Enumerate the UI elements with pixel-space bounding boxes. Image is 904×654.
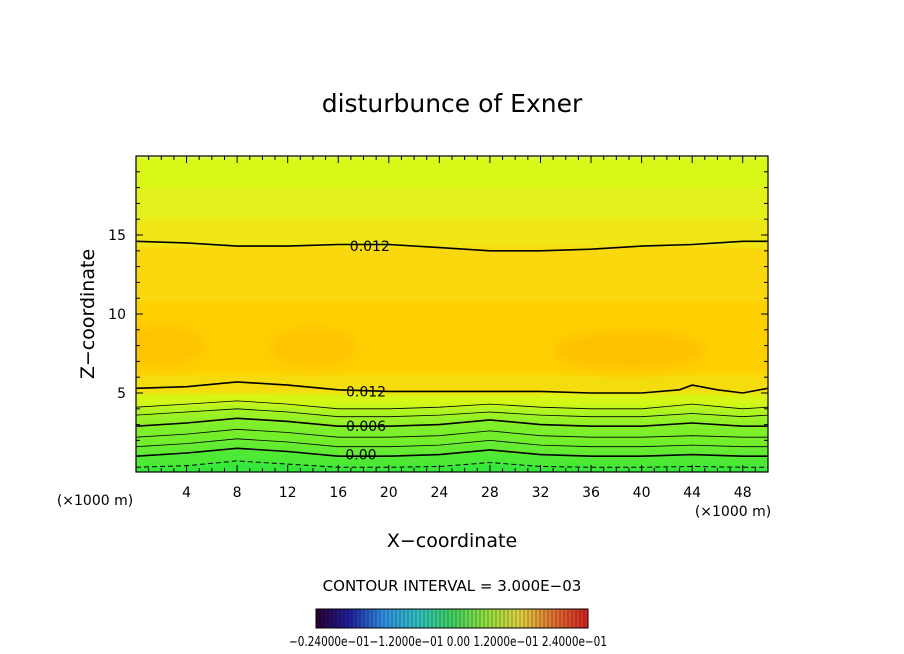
- contour-label-text: 0.012: [350, 239, 390, 255]
- contour-labels: 0.012 0.012 0.006 0.00: [345, 239, 389, 464]
- fill-wave-8: [136, 460, 768, 472]
- contour-line-0: [136, 240, 768, 252]
- x-tick-label: 40: [633, 485, 651, 501]
- x-tick-label: 4: [182, 485, 191, 501]
- contour-interval-text: CONTOUR INTERVAL = 3.000E−03: [323, 577, 582, 595]
- fill-blobs: [136, 325, 705, 370]
- chart-title: disturbunce of Exner: [322, 89, 583, 118]
- x-unit-right: (×1000 m): [695, 504, 771, 520]
- fill-blob-2: [553, 331, 705, 370]
- fill-band-9: [136, 246, 768, 303]
- y-tick-label: 5: [117, 386, 126, 402]
- fill-band-11: [136, 187, 768, 221]
- fill-blob-1: [268, 328, 358, 367]
- x-tick-label: 8: [233, 485, 242, 501]
- contour-line-5: [136, 428, 768, 438]
- y-axis: 5 10 15: [108, 171, 768, 457]
- x-tick-label: 44: [683, 485, 701, 501]
- contour-line-7: [136, 447, 768, 457]
- fill-band-6: [136, 393, 768, 407]
- x-tick-label: 16: [329, 485, 347, 501]
- x-tick-label: 28: [481, 485, 499, 501]
- x-axis: 4 8 12 16 20 24 28 32 36 40 44 48: [148, 156, 756, 501]
- contour-line-2: [136, 400, 768, 410]
- contour-line-8: [136, 460, 768, 468]
- fill-band-7: [136, 374, 768, 394]
- contour-label-1: 0.012: [346, 384, 386, 400]
- x-tick-label: 20: [380, 485, 398, 501]
- contour-line-3: [136, 408, 768, 418]
- fill-band-10: [136, 219, 768, 248]
- contour-label-2: 0.006: [346, 419, 386, 435]
- x-axis-label: X−coordinate: [387, 530, 517, 552]
- fill-band-12: [136, 156, 768, 189]
- colorbar-labels: −0.24000e−01−1.2000e−01 0.00 1.2000e−01 …: [289, 635, 607, 650]
- colorbar-frame: [315, 608, 589, 629]
- contour-lines: [136, 240, 768, 468]
- contour-label-text: 0.012: [346, 384, 386, 400]
- contour-line-4: [136, 417, 768, 427]
- contour-line-6: [136, 438, 768, 448]
- y-tick-label: 15: [108, 228, 126, 244]
- colorbar: [315, 608, 589, 629]
- contour-line-1: [136, 381, 768, 394]
- x-tick-label: 32: [532, 485, 550, 501]
- contour-label-0: 0.012: [350, 239, 390, 255]
- x-tick-label: 24: [430, 485, 448, 501]
- contour-fill: [136, 156, 768, 472]
- y-axis-label: Z−coordinate: [77, 249, 99, 379]
- contour-label-text: 0.00: [345, 448, 376, 464]
- y-tick-label: 10: [108, 307, 126, 323]
- contour-label-text: 0.006: [346, 419, 386, 435]
- fill-bands: [136, 156, 768, 472]
- contour-label-3: 0.00: [345, 448, 376, 464]
- x-tick-label: 12: [279, 485, 297, 501]
- x-unit-left: (×1000 m): [57, 493, 133, 509]
- x-tick-label: 48: [734, 485, 752, 501]
- x-tick-label: 36: [582, 485, 600, 501]
- fill-blob-0: [136, 325, 206, 367]
